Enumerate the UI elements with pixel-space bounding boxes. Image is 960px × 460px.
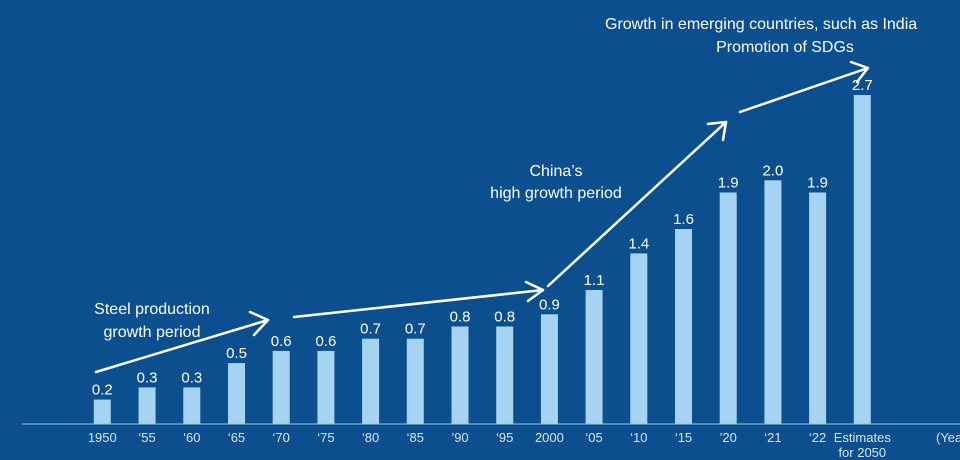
- annotation-china-line2: high growth period: [490, 185, 622, 202]
- tick-label-16: ‘22: [809, 430, 826, 445]
- tick-label-15: ‘21: [764, 430, 781, 445]
- value-label-6: 0.7: [360, 321, 381, 338]
- tick-label-17-line1: Estimates: [834, 430, 892, 445]
- value-label-13: 1.6: [673, 211, 694, 228]
- value-label-7: 0.7: [405, 321, 426, 338]
- arrowhead-steady-growth: [524, 280, 545, 303]
- tick-label-9: ‘95: [496, 430, 513, 445]
- value-label-3: 0.5: [226, 345, 247, 362]
- value-label-15: 2.0: [762, 162, 783, 179]
- tick-label-1: ‘55: [138, 430, 155, 445]
- tick-label-5: ‘75: [317, 430, 334, 445]
- value-label-17: 2.7: [852, 77, 873, 94]
- annotation-steel-line2: growth period: [104, 324, 201, 341]
- tick-label-7: ‘85: [407, 430, 424, 445]
- arrowhead-emerging-growth: [849, 60, 870, 84]
- tick-label-10: 2000: [535, 430, 564, 445]
- bar-16: [809, 192, 827, 424]
- value-label-8: 0.8: [450, 309, 471, 326]
- value-label-16: 1.9: [807, 175, 828, 192]
- arrow-china-growth: [546, 120, 728, 288]
- arrowhead-steel-growth: [248, 310, 270, 337]
- bar-11: [585, 290, 603, 424]
- annotation-china-line1: China’s: [529, 163, 582, 180]
- value-label-10: 0.9: [539, 296, 560, 313]
- bar-13: [675, 229, 692, 424]
- annotation-steel-line1: Steel production: [94, 301, 210, 318]
- tick-label-14: ’20: [720, 430, 737, 445]
- value-label-4: 0.6: [271, 333, 292, 350]
- arrow-steady-growth: [292, 288, 545, 319]
- tick-label-2: ‘60: [183, 430, 200, 445]
- value-label-14: 1.9: [718, 175, 739, 192]
- bar-6: [362, 338, 380, 424]
- x-unit-label: (Year): [936, 430, 960, 445]
- value-label-0: 0.2: [92, 382, 113, 399]
- bar-12: [630, 253, 648, 424]
- value-label-5: 0.6: [315, 333, 336, 350]
- bar-14: [719, 192, 737, 424]
- tick-label-11: ‘05: [585, 430, 602, 445]
- value-label-11: 1.1: [584, 272, 605, 289]
- arrowhead-china-growth: [706, 120, 728, 142]
- bar-15: [764, 180, 782, 424]
- tick-label-6: ‘80: [362, 430, 379, 445]
- bar-5: [317, 350, 335, 424]
- bar-4: [272, 350, 290, 424]
- tick-label-0: 1950: [88, 430, 117, 445]
- bar-2: [183, 387, 201, 424]
- annotation-emerging-line1: Growth in emerging countries, such as In…: [605, 16, 917, 33]
- bar-10: [540, 314, 558, 424]
- bar-0: [93, 399, 111, 424]
- value-label-1: 0.3: [137, 369, 158, 386]
- bar-3: [228, 363, 245, 424]
- bar-17: [853, 95, 871, 424]
- arrow-emerging-growth: [738, 66, 870, 114]
- tick-label-12: ‘10: [630, 430, 647, 445]
- tick-label-4: ‘70: [273, 430, 290, 445]
- tick-label-8: ’90: [451, 430, 468, 445]
- tick-label-3: ‘65: [228, 430, 245, 445]
- value-label-2: 0.3: [181, 369, 202, 386]
- annotation-emerging-line2: Promotion of SDGs: [716, 39, 854, 56]
- bar-7: [406, 338, 424, 424]
- bar-1: [138, 387, 156, 424]
- value-label-9: 0.8: [494, 309, 515, 326]
- bar-9: [496, 326, 514, 424]
- tick-label-13: ‘15: [675, 430, 692, 445]
- bar-8: [451, 326, 469, 424]
- arrow-steel-growth: [94, 318, 270, 374]
- value-label-12: 1.4: [628, 235, 649, 252]
- tick-label-17-line2: for 2050: [838, 445, 886, 460]
